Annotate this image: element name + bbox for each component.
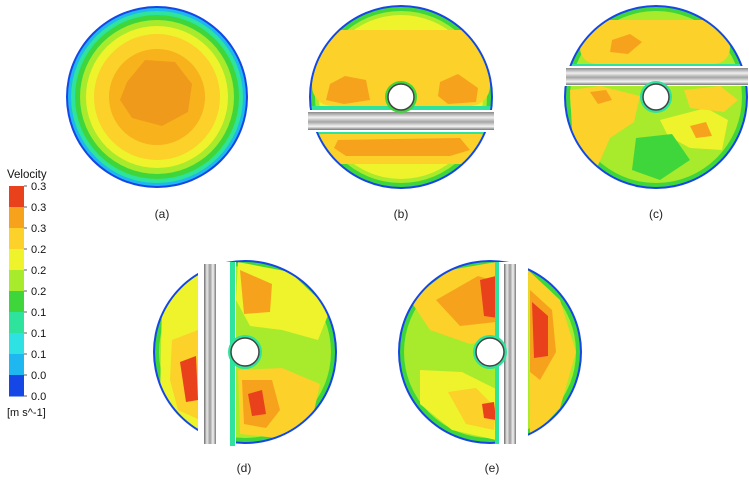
panel-label-e: (e) xyxy=(485,461,500,475)
legend-swatch xyxy=(9,186,24,208)
panel-c xyxy=(560,5,749,189)
panel-label-a: (a) xyxy=(155,207,170,221)
legend-tick-label: 0.0 xyxy=(31,391,46,403)
legend-color-bar xyxy=(9,186,24,397)
legend-tick-label: 0.1 xyxy=(31,307,46,319)
panel-label-c: (c) xyxy=(649,207,663,221)
legend-tick-label: 0.2 xyxy=(31,244,46,256)
panel-b xyxy=(300,5,500,189)
legend-tick-label: 0.1 xyxy=(31,328,46,340)
legend-tick-labels: 0.3 0.3 0.3 0.2 0.2 0.2 0.1 0.1 0.1 0.0 0.0 xyxy=(24,181,46,403)
legend-tick-label: 0.0 xyxy=(31,370,46,382)
legend-title: Velocity xyxy=(7,169,47,181)
legend-swatch xyxy=(9,270,24,292)
legend-unit: [m s^-1] xyxy=(7,407,46,419)
legend-tick-label: 0.3 xyxy=(31,181,46,193)
legend-swatch xyxy=(9,228,24,250)
legend-tick-label: 0.2 xyxy=(31,286,46,298)
legend-swatch xyxy=(9,249,24,271)
panel-a xyxy=(66,6,248,188)
panel-label-b: (b) xyxy=(394,207,409,221)
legend-tick-label: 0.2 xyxy=(31,265,46,277)
panel-e xyxy=(398,260,582,448)
velocity-legend: Velocity 0.30.30.30.20.20.20.10.10.10.00… xyxy=(7,169,47,419)
legend-swatch xyxy=(9,291,24,313)
legend-swatch xyxy=(9,207,24,229)
panel-label-d: (d) xyxy=(237,461,252,475)
legend-tick-label: 0.3 xyxy=(31,223,46,235)
legend-swatch xyxy=(9,312,24,334)
legend-swatch xyxy=(9,354,24,376)
legend-tick-label: 0.1 xyxy=(31,349,46,361)
legend-tick-label: 0.3 xyxy=(31,202,46,214)
legend-swatch xyxy=(9,375,24,397)
legend-swatch xyxy=(9,333,24,355)
panel-d xyxy=(153,260,337,448)
